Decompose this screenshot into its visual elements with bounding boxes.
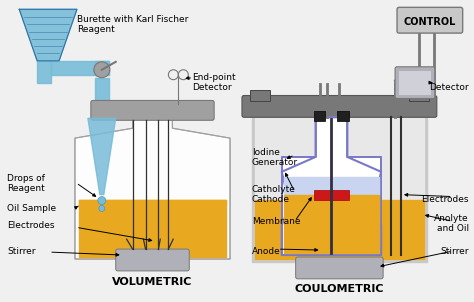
Polygon shape <box>284 194 379 253</box>
Text: Iodine: Iodine <box>252 148 280 157</box>
Polygon shape <box>19 9 77 61</box>
Circle shape <box>94 62 110 78</box>
Polygon shape <box>255 200 424 259</box>
FancyBboxPatch shape <box>242 95 437 117</box>
Text: Catholyte: Catholyte <box>252 185 296 194</box>
Polygon shape <box>37 61 51 83</box>
Text: Reagent: Reagent <box>8 184 45 193</box>
Text: Detector: Detector <box>192 83 232 92</box>
Bar <box>399 71 431 95</box>
FancyBboxPatch shape <box>397 7 463 33</box>
FancyBboxPatch shape <box>296 257 383 279</box>
Circle shape <box>411 246 427 262</box>
Text: COULOMETRIC: COULOMETRIC <box>295 284 384 294</box>
Text: Cathode: Cathode <box>252 194 290 204</box>
Polygon shape <box>95 61 109 75</box>
Text: Drops of: Drops of <box>8 174 45 183</box>
Circle shape <box>252 246 268 262</box>
Circle shape <box>98 197 106 204</box>
Polygon shape <box>255 115 424 259</box>
Polygon shape <box>75 108 230 259</box>
Text: End-point: End-point <box>192 73 236 82</box>
Text: Stirrer: Stirrer <box>440 247 469 256</box>
Polygon shape <box>252 105 427 262</box>
Text: Membrane: Membrane <box>252 217 301 226</box>
Text: Stirrer: Stirrer <box>8 247 36 256</box>
Polygon shape <box>282 117 381 255</box>
Polygon shape <box>284 177 379 194</box>
Bar <box>313 190 349 200</box>
Text: Detector: Detector <box>429 83 469 92</box>
Text: and Oil: and Oil <box>437 224 469 233</box>
Polygon shape <box>51 61 109 75</box>
Polygon shape <box>79 200 226 257</box>
Text: Burette with Karl Fischer: Burette with Karl Fischer <box>77 15 188 24</box>
Polygon shape <box>88 118 116 194</box>
Text: VOLUMETRIC: VOLUMETRIC <box>112 277 193 287</box>
Text: Electrodes: Electrodes <box>8 221 55 230</box>
Text: Oil Sample: Oil Sample <box>8 204 56 213</box>
Text: Anolyte: Anolyte <box>434 214 469 223</box>
Text: CONTROL: CONTROL <box>404 17 456 27</box>
Bar <box>250 90 270 101</box>
FancyBboxPatch shape <box>116 249 189 271</box>
FancyBboxPatch shape <box>395 67 435 98</box>
Polygon shape <box>95 78 109 110</box>
Text: Electrodes: Electrodes <box>421 194 469 204</box>
Bar <box>313 111 326 121</box>
Circle shape <box>99 205 105 211</box>
Bar <box>409 90 429 101</box>
Bar <box>337 111 349 121</box>
Text: Reagent: Reagent <box>77 25 115 34</box>
Polygon shape <box>282 117 381 255</box>
Text: Generator: Generator <box>252 158 298 167</box>
FancyBboxPatch shape <box>91 101 214 120</box>
Text: Anode: Anode <box>252 247 281 256</box>
